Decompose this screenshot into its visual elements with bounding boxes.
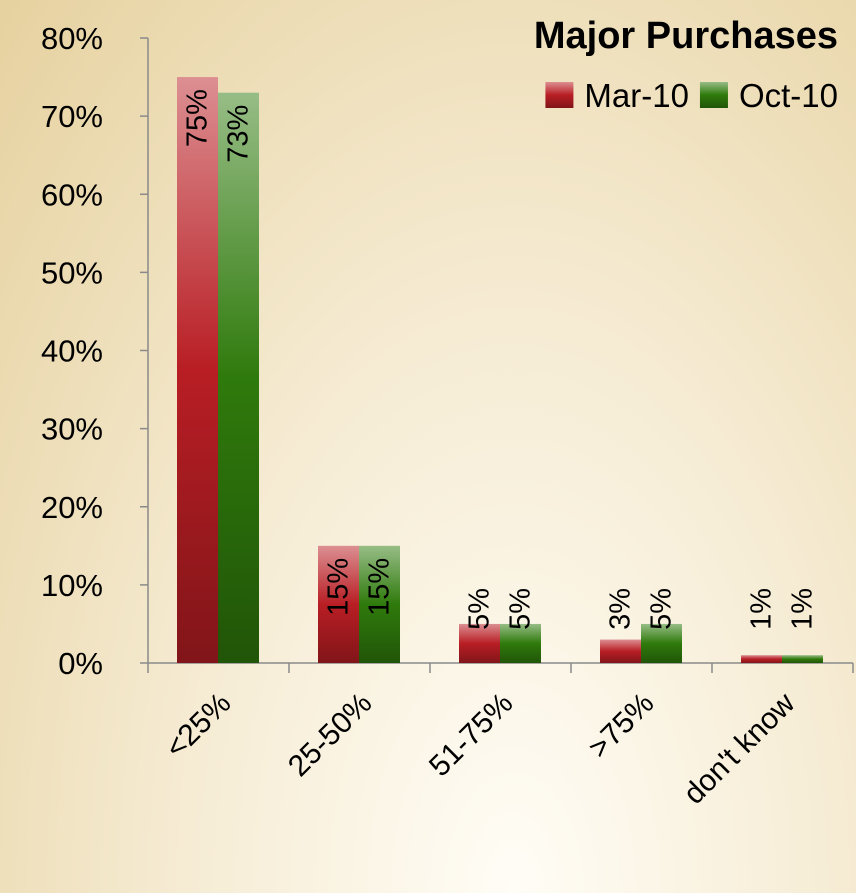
bar	[741, 655, 782, 663]
y-tick-label: 80%	[41, 21, 103, 56]
y-tick-label: 60%	[41, 177, 103, 212]
y-tick-label: 20%	[41, 490, 103, 525]
bar	[500, 623, 541, 663]
value-label: 15%	[364, 558, 396, 616]
bar	[600, 639, 641, 663]
value-label: 1%	[746, 588, 778, 630]
value-label: 1%	[787, 588, 819, 630]
value-label: 15%	[323, 558, 355, 616]
y-tick-label: 10%	[41, 568, 103, 603]
bar	[218, 92, 259, 663]
y-tick-label: 50%	[41, 255, 103, 290]
y-tick-label: 0%	[58, 646, 103, 681]
bar	[641, 623, 682, 663]
bar	[459, 623, 500, 663]
bar	[177, 77, 218, 663]
legend-label: Oct-10	[739, 77, 838, 114]
legend-swatch	[699, 82, 728, 108]
y-tick-label: 40%	[41, 334, 103, 369]
value-label: 3%	[605, 588, 637, 630]
value-label: 73%	[223, 105, 255, 163]
bar	[782, 655, 823, 663]
x-tick-label: 25-50%	[282, 687, 378, 783]
chart-title: Major Purchases	[534, 15, 838, 57]
x-tick-label: 51-75%	[423, 687, 519, 783]
value-label: 5%	[464, 588, 496, 630]
x-tick-label: >75%	[582, 687, 660, 765]
legend-swatch	[545, 82, 574, 108]
y-tick-label: 70%	[41, 99, 103, 134]
x-tick-label: <25%	[159, 687, 237, 765]
bar	[318, 545, 359, 663]
y-tick-label: 30%	[41, 412, 103, 447]
value-label: 5%	[505, 588, 537, 630]
bar	[359, 545, 400, 663]
value-label: 5%	[646, 588, 678, 630]
x-tick-label: don't know	[677, 686, 801, 810]
legend-label: Mar-10	[584, 77, 689, 114]
value-label: 75%	[182, 89, 214, 147]
